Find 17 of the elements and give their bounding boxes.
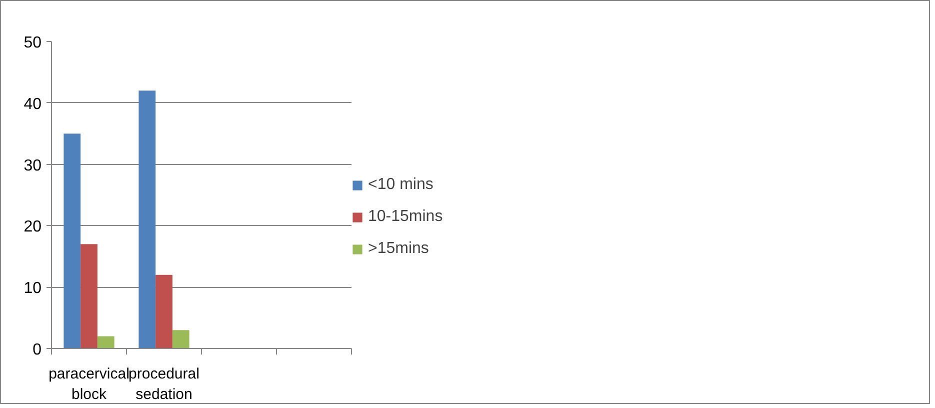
y-tick-label: 20 (24, 218, 42, 236)
bar (64, 134, 81, 348)
legend-label: <10 mins (368, 176, 434, 194)
y-tick-label: 30 (24, 157, 42, 174)
legend-label: 10-15mins (368, 208, 443, 226)
x-tick-label: paracervical block (48, 366, 130, 403)
y-tick-label: 40 (24, 96, 42, 113)
bar (172, 330, 190, 348)
legend-label: >15mins (368, 240, 429, 258)
x-tick-label: procedural sedation (128, 366, 200, 403)
y-tick-label: 10 (24, 280, 42, 298)
bar (97, 336, 114, 348)
y-tick-label: 50 (24, 34, 42, 52)
bar (80, 244, 98, 348)
bar (156, 274, 172, 348)
bar (138, 90, 156, 348)
y-tick-label: 0 (32, 342, 42, 358)
